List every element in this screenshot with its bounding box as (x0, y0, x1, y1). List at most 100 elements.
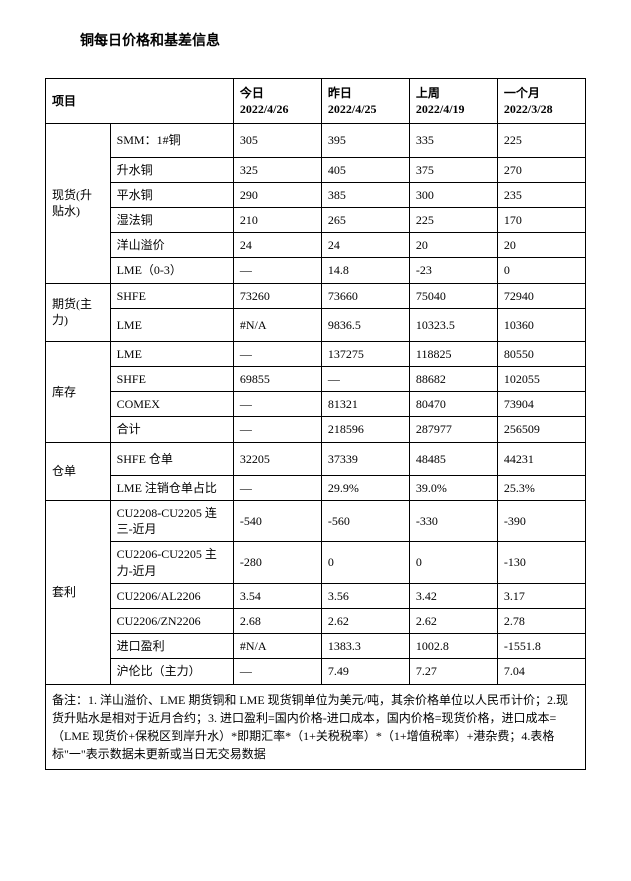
cell-value: 81321 (321, 392, 409, 417)
cell-value: 256509 (497, 417, 585, 442)
cell-value: 29.9% (321, 475, 409, 500)
cell-value: 118825 (409, 341, 497, 366)
header-row: 项目 今日2022/4/26 昨日2022/4/25 上周2022/4/19 一… (46, 79, 586, 124)
cell-value: -1551.8 (497, 634, 585, 659)
cell-value: 2.78 (497, 608, 585, 633)
cell-label: 平水铜 (110, 182, 233, 207)
cell-value: -560 (321, 501, 409, 542)
footnote-row: 备注：1. 洋山溢价、LME 期货铜和 LME 现货铜单位为美元/吨，其余价格单… (46, 684, 586, 769)
table-row: 沪伦比（主力） — 7.49 7.27 7.04 (46, 659, 586, 684)
cell-value: -280 (233, 542, 321, 583)
cell-value: 9836.5 (321, 308, 409, 341)
table-row: SHFE 69855 — 88682 102055 (46, 367, 586, 392)
price-table: 项目 今日2022/4/26 昨日2022/4/25 上周2022/4/19 一… (45, 78, 586, 770)
cell-label: 升水铜 (110, 157, 233, 182)
cell-label: SHFE (110, 367, 233, 392)
cell-value: 385 (321, 182, 409, 207)
cell-value: -130 (497, 542, 585, 583)
cell-label: CU2208-CU2205 连三-近月 (110, 501, 233, 542)
cell-value: 2.62 (409, 608, 497, 633)
col-month: 一个月2022/3/28 (497, 79, 585, 124)
cell-value: 225 (409, 207, 497, 232)
cell-value: 7.04 (497, 659, 585, 684)
table-row: 湿法铜 210 265 225 170 (46, 207, 586, 232)
cell-value: 69855 (233, 367, 321, 392)
table-row: 进口盈利 #N/A 1383.3 1002.8 -1551.8 (46, 634, 586, 659)
cell-value: 137275 (321, 341, 409, 366)
cell-value: 3.56 (321, 583, 409, 608)
cell-value: 375 (409, 157, 497, 182)
table-row: 库存 LME — 137275 118825 80550 (46, 341, 586, 366)
cell-value: 48485 (409, 442, 497, 475)
cell-value: 32205 (233, 442, 321, 475)
cell-value: 405 (321, 157, 409, 182)
cell-label: COMEX (110, 392, 233, 417)
group-arbitrage: 套利 (46, 501, 111, 685)
cell-value: 102055 (497, 367, 585, 392)
cell-value: 325 (233, 157, 321, 182)
cell-value: 287977 (409, 417, 497, 442)
cell-value: 10360 (497, 308, 585, 341)
cell-label: LME (110, 308, 233, 341)
cell-value: #N/A (233, 308, 321, 341)
cell-value: — (233, 475, 321, 500)
cell-value: 2.62 (321, 608, 409, 633)
cell-value: 170 (497, 207, 585, 232)
cell-label: SHFE (110, 283, 233, 308)
cell-value: 218596 (321, 417, 409, 442)
cell-value: 3.17 (497, 583, 585, 608)
cell-label: 进口盈利 (110, 634, 233, 659)
cell-value: — (233, 659, 321, 684)
cell-value: 3.42 (409, 583, 497, 608)
table-row: 合计 — 218596 287977 256509 (46, 417, 586, 442)
cell-value: -540 (233, 501, 321, 542)
cell-value: 72940 (497, 283, 585, 308)
table-row: COMEX — 81321 80470 73904 (46, 392, 586, 417)
table-row: 期货(主力) SHFE 73260 73660 75040 72940 (46, 283, 586, 308)
cell-label: SMM：1#铜 (110, 124, 233, 157)
cell-value: 25.3% (497, 475, 585, 500)
cell-value: 73260 (233, 283, 321, 308)
group-spot: 现货(升贴水) (46, 124, 111, 283)
table-row: 升水铜 325 405 375 270 (46, 157, 586, 182)
cell-value: 0 (321, 542, 409, 583)
cell-value: 24 (321, 233, 409, 258)
table-row: CU2206/ZN2206 2.68 2.62 2.62 2.78 (46, 608, 586, 633)
cell-label: LME（0-3） (110, 258, 233, 283)
cell-value: 300 (409, 182, 497, 207)
table-row: LME 注销仓单占比 — 29.9% 39.0% 25.3% (46, 475, 586, 500)
cell-value: 73904 (497, 392, 585, 417)
cell-label: 合计 (110, 417, 233, 442)
cell-label: 沪伦比（主力） (110, 659, 233, 684)
cell-value: -330 (409, 501, 497, 542)
group-inventory: 库存 (46, 341, 111, 442)
cell-value: 2.68 (233, 608, 321, 633)
cell-value: 14.8 (321, 258, 409, 283)
cell-label: SHFE 仓单 (110, 442, 233, 475)
cell-value: 265 (321, 207, 409, 232)
cell-value: 0 (409, 542, 497, 583)
table-row: 平水铜 290 385 300 235 (46, 182, 586, 207)
cell-value: 88682 (409, 367, 497, 392)
cell-value: 290 (233, 182, 321, 207)
cell-value: 0 (497, 258, 585, 283)
cell-value: 335 (409, 124, 497, 157)
cell-value: 37339 (321, 442, 409, 475)
cell-value: 235 (497, 182, 585, 207)
cell-value: — (233, 341, 321, 366)
cell-value: 44231 (497, 442, 585, 475)
page-title: 铜每日价格和基差信息 (45, 30, 586, 50)
cell-label: LME 注销仓单占比 (110, 475, 233, 500)
cell-value: 20 (409, 233, 497, 258)
cell-label: 湿法铜 (110, 207, 233, 232)
cell-value: 7.49 (321, 659, 409, 684)
cell-label: CU2206/AL2206 (110, 583, 233, 608)
cell-value: 395 (321, 124, 409, 157)
table-row: LME #N/A 9836.5 10323.5 10360 (46, 308, 586, 341)
cell-value: #N/A (233, 634, 321, 659)
cell-value: — (233, 392, 321, 417)
cell-label: CU2206-CU2205 主力-近月 (110, 542, 233, 583)
table-row: 仓单 SHFE 仓单 32205 37339 48485 44231 (46, 442, 586, 475)
table-row: CU2206/AL2206 3.54 3.56 3.42 3.17 (46, 583, 586, 608)
cell-value: 210 (233, 207, 321, 232)
